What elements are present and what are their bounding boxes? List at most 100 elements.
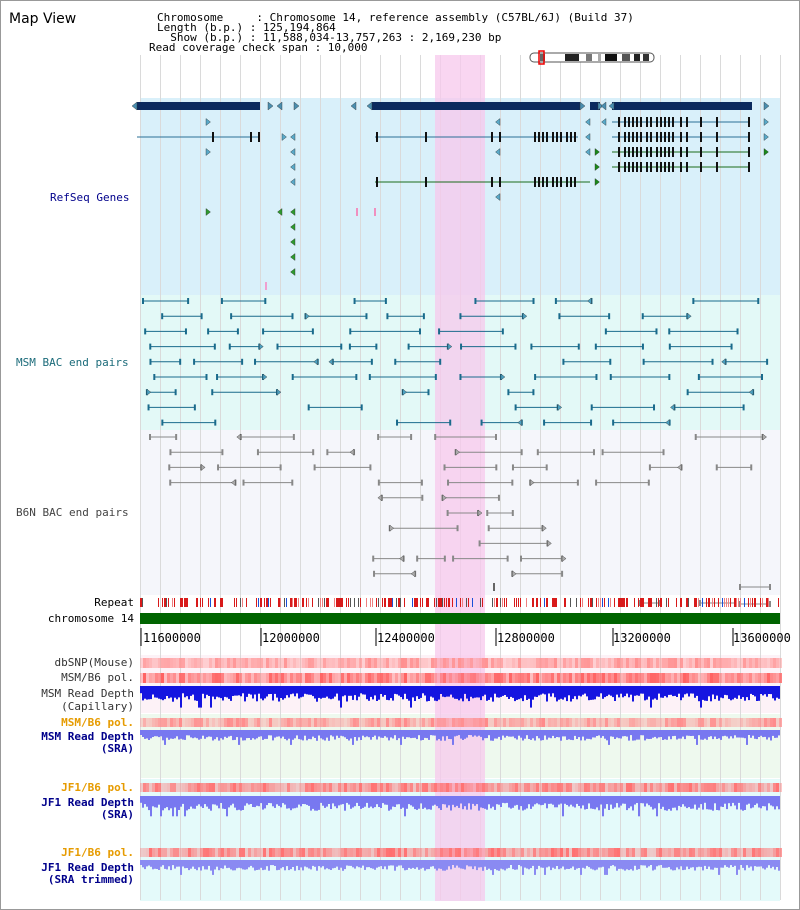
gene-exon [664,147,666,157]
gene-strand-arrow [366,101,373,111]
jf1-depth-sra-bar [666,796,668,811]
repeat-element [242,598,243,607]
jf1-depth-sra-bar [204,796,206,805]
jf1-depth-trim-bar [594,860,596,871]
gene-exon [556,132,558,142]
jf1-depth-sra-bar [206,796,208,807]
jf1-depth-sra-bar [474,796,476,806]
jf1-pol-heat-cell [320,783,323,792]
msm-depth-capillary-bar [150,686,152,700]
msm-depth-sra-bar [554,730,556,739]
repeat-element [346,598,347,607]
msm-depth-sra-bar [312,730,314,737]
repeat-element [284,598,285,607]
jf1-pol-heat-cell [209,783,212,792]
dbsnp-heat-cell [704,658,707,668]
jf1-pol-label: JF1/B6 pol. [61,781,134,794]
jf1-pol-trim-heat-cell [347,848,350,857]
jf1-pol-heat-cell [551,783,554,792]
b6n-bac-pair-end [256,449,259,456]
dbsnp-heat-cell [275,658,278,668]
jf1-pol-trim-heat-cell [407,848,410,857]
jf1-pol-trim-heat-cell [551,848,554,857]
jf1-pol-trim-heat-cell [674,848,677,857]
gene-strand-arrow [522,312,528,320]
msm-depth-capillary-bar [278,686,280,702]
msm-pol-sra-heat-cell [374,718,377,727]
dbsnp-heat-cell [218,658,221,668]
msm-bac-pair-end [216,374,219,380]
repeat-element [308,598,309,607]
msm-bac-pair-end [668,374,671,380]
gene-exon [574,132,576,142]
jf1-pol-trim-heat-cell [464,848,467,857]
jf1-pol-heat-cell [230,783,233,792]
jf1-depth-trim-bar [660,860,662,865]
msm-depth-sra-bar [344,730,346,738]
msm-pol-heat-cell [503,673,506,683]
msm-depth-sra-bar [212,730,214,741]
msm-depth-sra-bar [512,730,514,737]
jf1-pol-trim-heat-cell [158,848,161,857]
msm-depth-sra-bar [756,730,758,740]
jf1-depth-sra-bar [354,796,356,807]
msm-pol-heat-cell [326,673,329,683]
msm-depth-capillary-bar [186,686,188,697]
dbsnp-heat-cell [278,658,281,668]
msm-pol-sra-heat-cell [338,718,341,727]
jf1-pol-trim-heat-cell [611,848,614,857]
msm-depth-capillary-bar [286,686,288,696]
msm-depth-capillary-bar [336,686,338,694]
msm-pol-sra-heat-cell [530,718,533,727]
msm-depth-capillary-bar [338,686,340,701]
msm-bac-pair-end [438,328,441,335]
jf1-pol-heat-cell [563,783,566,792]
jf1-depth-trim-bar [488,860,490,869]
jf1-depth-sra-bar [178,796,180,810]
msm-depth-capillary-bar [502,686,504,696]
jf1-pol-heat-cell [566,783,569,792]
msm-pol-heat-cell [299,673,302,683]
jf1-pol-trim-heat-cell [239,848,242,857]
msm-pol-heat-cell [458,673,461,683]
jf1-depth-trim-bar [422,860,424,868]
jf1-depth-trim-bar [368,860,370,868]
jf1-depth-trim-bar [686,860,688,867]
msm-pol-heat-cell [734,673,737,683]
repeat-element [504,598,505,607]
msm-pol-sra-heat-cell [320,718,323,727]
msm-depth-sra-bar [772,730,774,736]
msm-depth-capillary-bar [602,686,604,699]
msm-depth-sra-bar [528,730,530,739]
dbsnp-heat-cell [242,658,245,668]
b6n-bac-pair-end [478,540,481,547]
jf1-pol-trim-heat-cell [545,848,548,857]
dbsnp-heat-cell [317,658,320,668]
msm-pol-sra-heat-cell [311,718,314,727]
dbsnp-heat-cell [482,658,485,668]
msm-pol-heat-cell [677,673,680,683]
jf1-pol-heat-cell [374,783,377,792]
jf1-depth-sra-bar [548,796,550,804]
jf1-depth-trim-bar [554,860,556,869]
msm-depth-sra-bar [228,730,230,737]
msm-pol-sra-heat-cell [566,718,569,727]
jf1-depth-trim-bar [572,860,574,867]
msm-pol-sra-heat-cell [437,718,440,727]
msm-bac-pair-end [241,358,244,365]
dbsnp-heat-cell [656,658,659,668]
repeat-element [240,598,241,607]
b6n-bac-pair-end [545,464,548,471]
gene-strand-arrow [290,133,296,141]
msm-depth-capillary-bar [524,686,526,696]
jf1-pol-heat-cell [152,783,155,792]
jf1-depth-trim-bar [462,860,464,869]
jf1-depth-trim-bar [480,860,482,868]
msm-depth-capillary-bar [292,686,294,694]
repeat-element [768,598,769,607]
msm-depth-capillary-bar [194,686,196,701]
jf1-pol-trim-heat-cell [245,848,248,857]
jf1-pol-heat-cell [680,783,683,792]
jf1-pol-trim-heat-cell [662,848,665,857]
